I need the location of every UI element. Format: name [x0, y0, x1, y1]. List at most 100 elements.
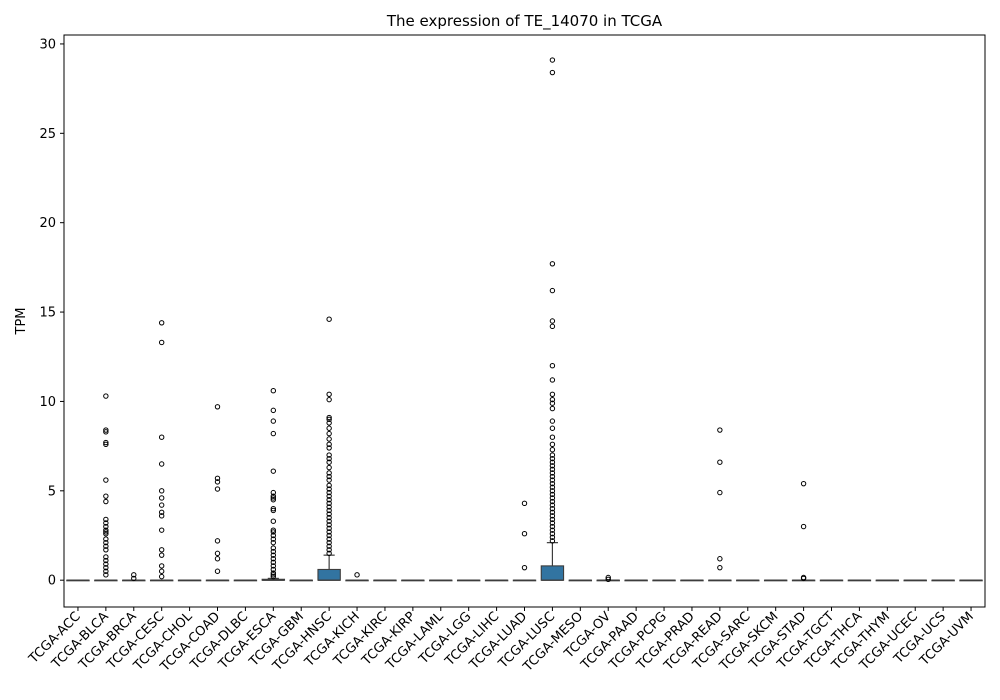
outlier-point	[717, 427, 723, 433]
outlier-point	[354, 572, 360, 578]
outlier-point	[326, 507, 332, 514]
outlier-point	[158, 527, 165, 533]
outlier-point	[800, 575, 807, 582]
chart-title: The expression of TE_14070 in TCGA	[386, 12, 663, 31]
box-group	[875, 579, 900, 582]
outlier-point	[549, 459, 556, 465]
outlier-point	[103, 568, 109, 574]
outlier-point	[214, 479, 221, 485]
y-tick-label: 15	[39, 306, 56, 321]
outlier-point	[326, 504, 332, 510]
outlier-point	[326, 477, 332, 483]
outlier-point	[326, 525, 332, 532]
outlier-point	[103, 539, 109, 546]
box-group	[763, 579, 788, 582]
outlier-point	[158, 509, 165, 515]
outlier-point	[158, 547, 165, 553]
outlier-point	[326, 500, 332, 507]
outlier-point	[549, 466, 556, 473]
outlier-point	[326, 547, 332, 553]
outlier-point	[549, 538, 556, 544]
outlier-point	[326, 459, 332, 465]
box-group	[401, 579, 425, 582]
box-group	[373, 579, 397, 582]
outlier-point	[549, 400, 556, 406]
box-group	[94, 393, 118, 582]
outlier-point	[270, 527, 277, 533]
outlier-point	[549, 57, 556, 63]
outlier-point	[270, 545, 277, 551]
y-axis: 0 5 10 15 20 25 30	[39, 37, 64, 589]
box-group	[959, 579, 983, 582]
outlier-point	[549, 463, 556, 469]
outlier-point	[549, 455, 556, 462]
box-group	[596, 574, 620, 582]
box-group	[122, 572, 146, 582]
outlier-point	[549, 520, 556, 526]
outlier-point	[549, 391, 556, 397]
y-tick-label: 20	[39, 216, 56, 231]
box-group	[903, 579, 927, 582]
box-group	[261, 388, 286, 581]
outlier-point	[605, 574, 611, 581]
box-group	[708, 427, 732, 582]
outlier-point	[549, 377, 556, 383]
outlier-point	[131, 572, 137, 578]
outlier-point	[549, 484, 556, 490]
outlier-point	[270, 388, 277, 394]
box-group	[345, 572, 369, 582]
outlier-point	[326, 445, 332, 451]
outlier-point	[214, 550, 221, 557]
box-group	[233, 579, 258, 582]
y-tick-label: 25	[39, 127, 56, 142]
outlier-point	[103, 572, 109, 578]
outlier-point	[270, 407, 277, 414]
outlier-point	[270, 539, 277, 546]
outlier-point	[103, 439, 109, 446]
outlier-point	[214, 556, 221, 562]
outlier-point	[326, 511, 332, 517]
outlier-point	[326, 486, 332, 492]
outlier-point	[549, 477, 556, 483]
outlier-point	[326, 464, 332, 471]
outlier-point	[549, 447, 556, 453]
outlier-point	[326, 425, 332, 431]
outlier-point	[103, 498, 109, 505]
outlier-point	[270, 495, 277, 501]
outlier-point	[326, 436, 332, 442]
outlier-point	[326, 497, 332, 503]
outlier-point	[800, 480, 807, 487]
outlier-point	[717, 489, 723, 496]
outlier-point	[158, 513, 165, 519]
outlier-point	[549, 318, 556, 324]
outlier-point	[158, 495, 165, 501]
outlier-point	[549, 287, 556, 294]
outlier-point	[549, 509, 556, 515]
box-group	[205, 404, 230, 582]
outlier-point	[521, 500, 528, 507]
outlier-point	[549, 513, 556, 519]
outlier-point	[103, 493, 109, 499]
outlier-point	[158, 563, 165, 569]
outlier-point	[214, 404, 221, 410]
outlier-point	[214, 538, 221, 544]
outlier-point	[158, 461, 165, 467]
box-group	[289, 579, 313, 582]
box-group	[512, 500, 537, 582]
outlier-point	[103, 554, 109, 560]
outlier-point	[158, 502, 165, 508]
x-axis: TCGA-ACCTCGA-BLCATCGA-BRCATCGA-CESCTCGA-…	[26, 607, 977, 675]
outlier-point	[326, 473, 332, 480]
outlier-point	[549, 480, 556, 487]
outlier-point	[549, 523, 556, 530]
y-axis-label: TPM	[14, 308, 29, 336]
outlier-point	[549, 441, 556, 448]
axes-frame	[63, 34, 986, 608]
outlier-point	[103, 531, 109, 537]
outlier-point	[326, 529, 332, 535]
outlier-point	[549, 470, 556, 476]
outlier-point	[326, 518, 332, 524]
outlier-point	[270, 529, 277, 535]
outlier-point	[103, 536, 109, 542]
outlier-point	[326, 430, 332, 437]
